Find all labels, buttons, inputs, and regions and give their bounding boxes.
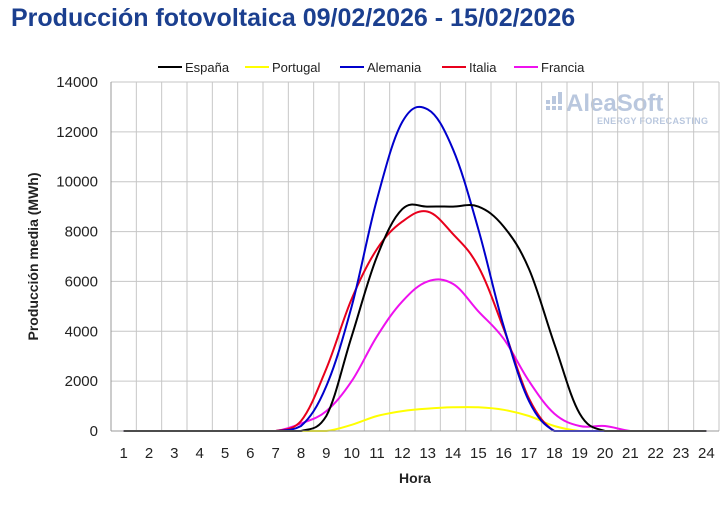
chart-axes bbox=[110, 82, 719, 432]
x-tick-label: 18 bbox=[546, 445, 563, 462]
x-tick-label: 15 bbox=[470, 445, 487, 462]
legend-label: Alemania bbox=[367, 60, 422, 75]
legend-label: Italia bbox=[469, 60, 497, 75]
chart-title: Producción fotovoltaica 09/02/2026 - 15/… bbox=[11, 4, 576, 32]
x-tick-label: 17 bbox=[521, 445, 538, 462]
x-tick-label: 2 bbox=[145, 445, 153, 462]
y-tick-label: 2000 bbox=[65, 373, 98, 390]
watermark-brand: AleaSoft bbox=[566, 90, 663, 117]
x-tick-label: 14 bbox=[445, 445, 462, 462]
y-tick-label: 14000 bbox=[56, 74, 98, 91]
y-tick-label: 8000 bbox=[65, 224, 98, 241]
x-tick-label: 22 bbox=[647, 445, 664, 462]
x-tick-label: 21 bbox=[622, 445, 639, 462]
x-tick-label: 8 bbox=[297, 445, 305, 462]
x-tick-label: 6 bbox=[246, 445, 254, 462]
x-axis-label: Hora bbox=[399, 470, 431, 486]
y-tick-label: 4000 bbox=[65, 323, 98, 340]
x-tick-label: 9 bbox=[322, 445, 330, 462]
x-tick-label: 1 bbox=[119, 445, 127, 462]
y-tick-label: 10000 bbox=[56, 174, 98, 191]
x-tick-label: 10 bbox=[343, 445, 360, 462]
chart-legend: España Portugal Alemania Italia Francia bbox=[158, 60, 585, 75]
x-tick-label: 12 bbox=[394, 445, 411, 462]
x-tick-label: 20 bbox=[597, 445, 614, 462]
x-tick-label: 19 bbox=[571, 445, 588, 462]
x-tick-label: 24 bbox=[698, 445, 715, 462]
x-tick-label: 13 bbox=[419, 445, 436, 462]
legend-label: Portugal bbox=[272, 60, 321, 75]
y-axis-label: Producción media (MWh) bbox=[25, 173, 41, 341]
x-tick-label: 11 bbox=[369, 445, 385, 462]
y-tick-label: 12000 bbox=[56, 124, 98, 141]
aleasoft-watermark: AleaSoft ENERGY FORECASTING bbox=[546, 90, 708, 126]
x-tick-label: 3 bbox=[170, 445, 178, 462]
legend-label: Francia bbox=[541, 60, 585, 75]
x-tick-label: 5 bbox=[221, 445, 229, 462]
y-tick-label: 0 bbox=[90, 423, 98, 440]
watermark-tagline: ENERGY FORECASTING bbox=[597, 116, 708, 126]
x-tick-label: 16 bbox=[495, 445, 512, 462]
chart-grid bbox=[110, 81, 720, 432]
x-tick-label: 23 bbox=[673, 445, 690, 462]
legend-label: España bbox=[185, 60, 230, 75]
y-tick-label: 6000 bbox=[65, 273, 98, 290]
aleasoft-logo-icon bbox=[546, 92, 562, 110]
x-tick-label: 7 bbox=[271, 445, 279, 462]
x-tick-label: 4 bbox=[195, 445, 203, 462]
